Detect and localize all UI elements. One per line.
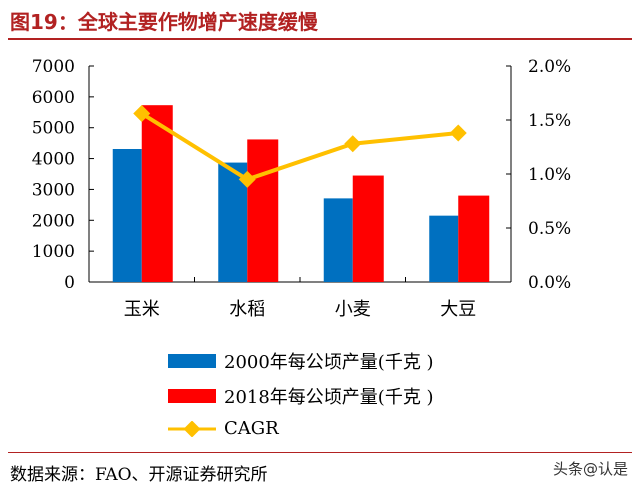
x-tick-label: 玉米 (124, 299, 160, 320)
left-tick-label: 5000 (32, 119, 75, 139)
left-tick-label: 2000 (32, 211, 75, 231)
title-divider (8, 38, 632, 40)
right-tick-label: 1.0% (528, 165, 571, 185)
legend-item-2000: 2000年每公顷产量(千克 ) (168, 348, 434, 374)
x-tick-label: 小麦 (335, 299, 371, 320)
legend-item-cagr: CAGR (168, 418, 279, 439)
cagr-marker (238, 170, 256, 188)
cagr-marker (449, 124, 467, 142)
right-tick-label: 0.5% (528, 219, 571, 239)
bar-2018 (352, 175, 384, 282)
left-tick-label: 4000 (32, 150, 75, 170)
x-tick-label: 水稻 (229, 299, 265, 320)
left-tick-label: 3000 (32, 180, 75, 200)
legend-label: CAGR (224, 418, 279, 439)
legend-swatch (168, 354, 216, 368)
left-tick-label: 7000 (32, 57, 75, 77)
cagr-marker (133, 105, 151, 123)
bar-2000 (112, 149, 142, 282)
source-divider (8, 452, 632, 453)
x-tick-label: 大豆 (440, 299, 476, 320)
right-tick-label: 2.0% (528, 57, 571, 77)
bar-2018 (247, 139, 279, 282)
bar-2018 (141, 105, 173, 282)
legend-item-2018: 2018年每公顷产量(千克 ) (168, 383, 434, 409)
bar-2000 (429, 215, 459, 282)
left-tick-label: 1000 (32, 242, 75, 262)
right-tick-label: 1.5% (528, 111, 571, 131)
left-tick-label: 6000 (32, 88, 75, 108)
chart: 0 1000 2000 3000 4000 5000 6000 7000 0.0% 0.5% 1.0… (32, 57, 571, 320)
cagr-line (140, 111, 459, 182)
bar-2000 (323, 198, 353, 282)
right-tick-label: 0.0% (528, 273, 571, 293)
left-tick-label: 0 (64, 273, 75, 293)
bar-2018 (458, 195, 490, 282)
legend-line-swatch (168, 420, 216, 437)
source-note: 数据来源：FAO、开源证券研究所 (10, 465, 268, 485)
figure-title: 图19：全球主要作物增产速度缓慢 (10, 10, 318, 34)
legend-label: 2000年每公顷产量(千克 ) (224, 352, 434, 373)
cagr-marker (344, 135, 362, 153)
legend-swatch (168, 389, 216, 403)
watermark: 头条@认是 (552, 460, 628, 478)
legend-label: 2018年每公顷产量(千克 ) (224, 387, 434, 408)
